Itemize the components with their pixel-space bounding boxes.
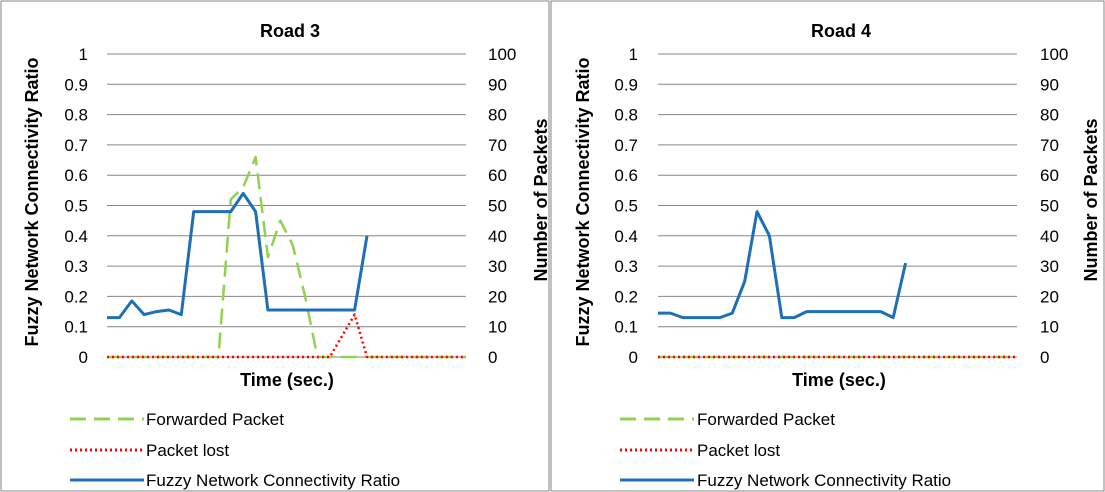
y-tick-label: 0.2 (64, 287, 88, 306)
y2-tick-label: 90 (488, 75, 507, 94)
series-line-forwarded-packet (107, 155, 466, 359)
y2-tick-label: 60 (488, 166, 507, 185)
y2-tick-label: 10 (1040, 318, 1059, 337)
y2-tick-label: 0 (488, 348, 497, 367)
y-tick-label: 0 (79, 348, 88, 367)
y2-tick-label: 80 (488, 106, 507, 125)
y2-axis-label: Number of Packets (1081, 118, 1101, 281)
legend-label-forwarded: Forwarded Packet (146, 410, 284, 429)
y-tick-label: 0.8 (64, 106, 88, 125)
y2-tick-label: 20 (1040, 287, 1059, 306)
y-tick-label: 0.5 (614, 197, 638, 216)
y-tick-label: 0.5 (64, 197, 88, 216)
series-line-fuzzy-network-connectivity-ratio (107, 191, 369, 320)
y-tick-label: 0.1 (614, 318, 638, 337)
y2-tick-label: 50 (1040, 197, 1059, 216)
y2-tick-label: 80 (1040, 106, 1059, 125)
y2-tick-label: 70 (488, 136, 507, 155)
chart-panel-road-4: 0 0.1 0.2 0.3 0.4 0.5 0.6 0.7 0.8 0.9 1 0 10 20 30 40 5… (550, 0, 1105, 492)
y2-axis-ticks: 0 10 20 30 40 50 60 70 80 90 100 (488, 45, 516, 367)
chart-title: Road 4 (811, 21, 871, 41)
chart-panel-road-3: 0 0.1 0.2 0.3 0.4 0.5 0.6 0.7 0.8 0.9 1 0 10 20 30 40 5… (0, 0, 551, 492)
y-tick-label: 0.6 (64, 166, 88, 185)
x-axis-label: Time (sec.) (792, 370, 886, 390)
series-group (658, 210, 1017, 359)
chart-border (0, 0, 550, 492)
x-axis-label: Time (sec.) (240, 370, 334, 390)
series-line-fuzzy-network-connectivity-ratio (658, 210, 908, 320)
y-axis-ticks: 0 0.1 0.2 0.3 0.4 0.5 0.6 0.7 0.8 0.9 1 (614, 45, 638, 367)
legend-label-lost: Packet lost (697, 441, 780, 460)
legend: Forwarded Packet Packet lost Fuzzy Netwo… (620, 410, 951, 490)
y-tick-label: 0.9 (64, 75, 88, 94)
y2-tick-label: 50 (488, 197, 507, 216)
y-tick-label: 0.7 (64, 136, 88, 155)
series-line-packet-lost (107, 313, 466, 359)
y-axis-label: Fuzzy Network Connectivity Ratio (573, 57, 593, 346)
y-axis-label: Fuzzy Network Connectivity Ratio (22, 57, 42, 346)
legend-label-forwarded: Forwarded Packet (697, 410, 835, 429)
chart-border (550, 0, 1105, 492)
y2-axis-label: Number of Packets (531, 118, 551, 281)
series-group (107, 155, 466, 359)
y-tick-label: 0.6 (614, 166, 638, 185)
legend: Forwarded Packet Packet lost Fuzzy Netwo… (70, 410, 400, 490)
y2-tick-label: 100 (1040, 45, 1068, 64)
legend-label-lost: Packet lost (146, 441, 229, 460)
y-tick-label: 0.3 (64, 257, 88, 276)
y-tick-label: 0.4 (64, 227, 88, 246)
y2-tick-label: 20 (488, 287, 507, 306)
y2-tick-label: 70 (1040, 136, 1059, 155)
y-tick-label: 0.9 (614, 75, 638, 94)
y2-tick-label: 30 (488, 257, 507, 276)
y-tick-label: 0.4 (614, 227, 638, 246)
y-axis-ticks: 0 0.1 0.2 0.3 0.4 0.5 0.6 0.7 0.8 0.9 1 (64, 45, 88, 367)
y2-tick-label: 0 (1040, 348, 1049, 367)
y2-tick-label: 30 (1040, 257, 1059, 276)
chart-title: Road 3 (260, 21, 320, 41)
y2-tick-label: 60 (1040, 166, 1059, 185)
y2-axis-ticks: 0 10 20 30 40 50 60 70 80 90 100 (1040, 45, 1068, 367)
y2-tick-label: 40 (488, 227, 507, 246)
y-tick-label: 0 (629, 348, 638, 367)
y-tick-label: 0.7 (614, 136, 638, 155)
y2-tick-label: 40 (1040, 227, 1059, 246)
y-tick-label: 1 (629, 45, 638, 64)
y2-tick-label: 100 (488, 45, 516, 64)
y-tick-label: 1 (79, 45, 88, 64)
legend-label-fuzzy: Fuzzy Network Connectivity Ratio (146, 471, 400, 490)
y2-tick-label: 10 (488, 318, 507, 337)
y-tick-label: 0.1 (64, 318, 88, 337)
y-tick-label: 0.2 (614, 287, 638, 306)
y2-tick-label: 90 (1040, 75, 1059, 94)
y-tick-label: 0.3 (614, 257, 638, 276)
legend-label-fuzzy: Fuzzy Network Connectivity Ratio (697, 471, 951, 490)
y-tick-label: 0.8 (614, 106, 638, 125)
